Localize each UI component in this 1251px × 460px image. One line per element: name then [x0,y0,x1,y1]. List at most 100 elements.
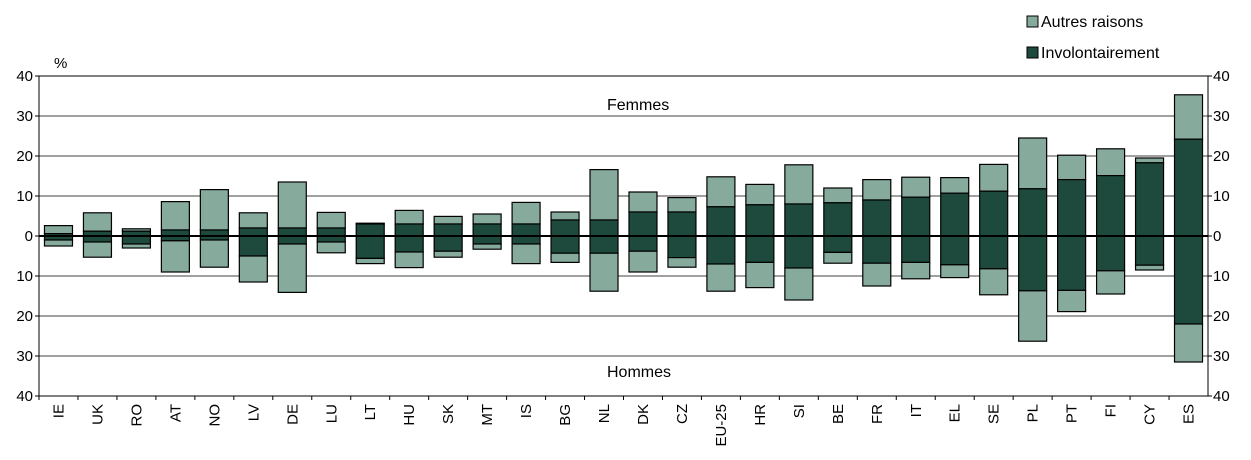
bar-autres-raisons-hommes [706,263,736,292]
x-category-label: FI [1103,404,1120,417]
bar-autres-raisons-hommes [550,252,580,263]
x-category-label: EL [947,404,964,422]
bar-autres-raisons-hommes [82,241,113,258]
bar-involontairement-hommes [433,235,463,252]
y-tick-label-right: 30 [1213,348,1230,365]
y-tick-label-left: 10 [16,188,33,205]
bar-autres-raisons-femmes [43,225,74,235]
bar-involontairement-hommes [1018,235,1048,292]
bar-autres-raisons-hommes [745,261,775,289]
y-tick-label-right: 10 [1213,188,1230,205]
x-category-label: BG [557,404,574,426]
bar-autres-raisons-hommes [628,250,658,273]
x-category-label: CY [1142,404,1159,425]
legend-label-involontairement: Involontairement [1041,45,1160,62]
y-tick-label-right: 40 [1213,388,1230,405]
bar-involontairement-hommes [1095,235,1126,272]
bar-autres-raisons-femmes [1173,94,1204,140]
legend-swatch-autres-raisons [1026,15,1039,28]
bar-involontairement-femmes [394,223,424,237]
x-category-label: FR [869,404,886,424]
bar-involontairement-hommes [355,235,385,259]
bar-autres-raisons-hommes [511,243,541,265]
bar-involontairement-femmes [511,223,541,237]
bar-autres-raisons-hommes [862,262,892,287]
x-category-label: PT [1064,404,1081,423]
x-category-label: SK [440,404,457,424]
bar-involontairement-femmes [355,223,385,237]
x-category-label: CZ [674,404,691,424]
bar-autres-raisons-femmes [940,177,970,194]
bar-involontairement-femmes [238,227,268,237]
bar-autres-raisons-hommes [1134,264,1165,271]
y-tick-label-left: 0 [25,228,33,245]
bar-involontairement-hommes [1173,235,1204,325]
x-category-label: SI [791,404,808,418]
bar-autres-raisons-hommes [589,252,619,292]
bar-autres-raisons-femmes [784,164,814,205]
bar-involontairement-femmes [433,223,463,237]
bar-involontairement-femmes [823,202,853,237]
y-tick-label-left: 40 [16,388,33,405]
bar-autres-raisons-femmes [199,189,229,231]
x-category-label: IE [50,404,67,418]
x-category-label: EU-25 [713,404,730,447]
bar-autres-raisons-femmes [862,179,892,201]
bar-autres-raisons-hommes [433,250,463,258]
bar-autres-raisons-femmes [1095,148,1126,177]
bar-involontairement-hommes [472,235,502,245]
bar-autres-raisons-hommes [238,255,268,283]
x-category-label: IS [518,404,535,418]
bar-involontairement-femmes [745,204,775,237]
bar-autres-raisons-hommes [1173,323,1204,363]
x-category-label: BE [830,404,847,424]
y-tick-label-left: 10 [16,268,33,285]
bar-layer [43,94,1204,363]
bar-involontairement-hommes [394,235,424,253]
y-tick-label-left: 20 [16,148,33,165]
bar-involontairement-hommes [979,235,1009,270]
bar-autres-raisons-femmes [1134,157,1165,164]
bar-involontairement-femmes [979,190,1009,237]
bar-involontairement-hommes [745,235,775,263]
x-category-label: LU [323,404,340,423]
bar-autres-raisons-hommes [667,257,697,268]
bar-involontairement-hommes [862,235,892,264]
bar-involontairement-femmes [277,227,307,237]
bar-involontairement-femmes [1095,175,1126,237]
legend: Autres raisons Involontairement [1026,14,1160,62]
legend-label-autres-raisons: Autres raisons [1041,14,1143,31]
bar-autres-raisons-femmes [745,183,775,206]
bar-autres-raisons-hommes [823,251,853,264]
bar-involontairement-hommes [901,235,931,263]
bar-autres-raisons-hommes [940,264,970,279]
bar-autres-raisons-hommes [1095,270,1126,295]
x-category-label: MT [479,404,496,426]
bar-autres-raisons-hommes [784,267,814,301]
bar-involontairement-femmes [862,199,892,237]
annotation-hommes: Hommes [607,364,671,381]
bar-involontairement-femmes [940,192,970,237]
bar-involontairement-femmes [1173,138,1204,237]
annotation-femmes: Femmes [607,97,669,114]
bar-involontairement-femmes [1134,162,1165,237]
bar-autres-raisons-femmes [979,163,1009,192]
bar-involontairement-hommes [511,235,541,245]
x-category-label: AT [167,404,184,422]
y-tick-label-right: 20 [1213,148,1230,165]
bar-involontairement-femmes [784,203,814,237]
bar-autres-raisons-hommes [277,243,307,294]
bar-involontairement-hommes [628,235,658,252]
x-category-label: NO [206,404,223,427]
bar-involontairement-femmes [589,219,619,237]
y-tick-label-left: 30 [16,108,33,125]
bar-autres-raisons-femmes [82,212,113,232]
y-tick-label-left: 40 [16,68,33,85]
bar-involontairement-hommes [784,235,814,269]
y-tick-label-right: 20 [1213,308,1230,325]
bar-autres-raisons-hommes [1057,289,1087,313]
bar-autres-raisons-hommes [1018,290,1048,342]
bar-involontairement-hommes [706,235,736,265]
y-tick-label-right: 0 [1213,228,1221,245]
